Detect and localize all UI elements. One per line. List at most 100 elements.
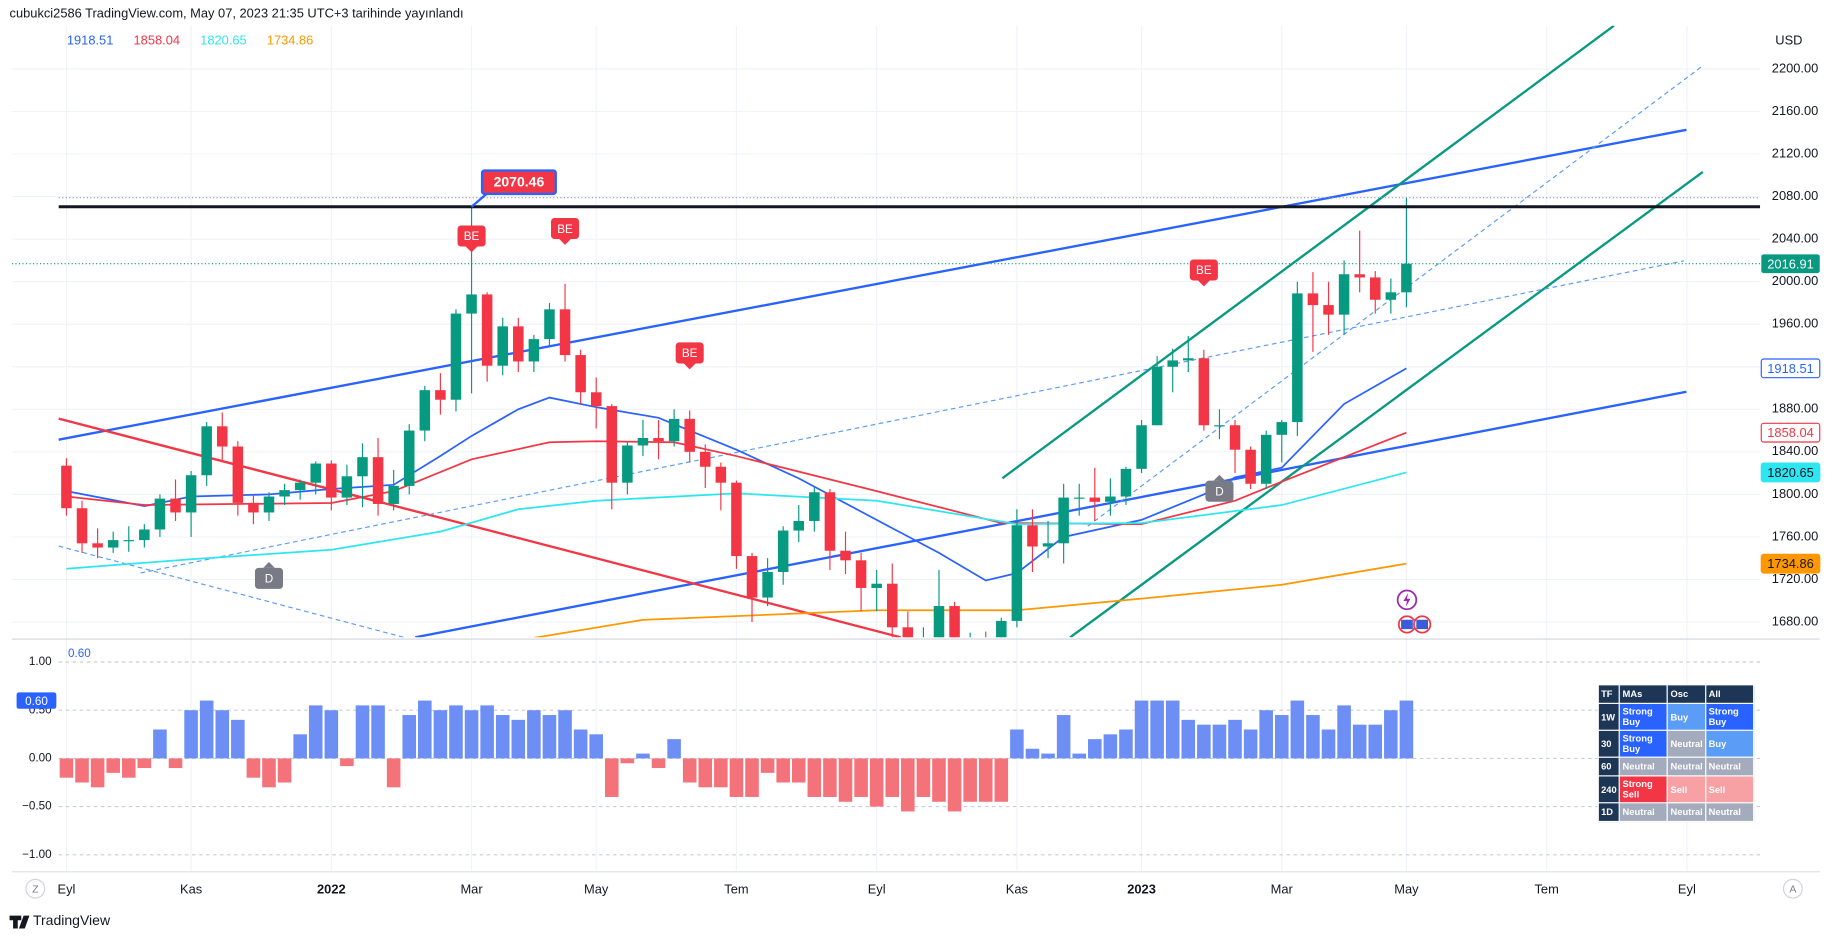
table-cell: Neutral <box>1667 756 1707 777</box>
rating-bar <box>1150 700 1164 759</box>
y-tick-label: 1680.00 <box>1772 613 1818 628</box>
rating-bar <box>791 758 806 783</box>
price-tag-label: 1820.65 <box>1767 465 1813 480</box>
price-tag <box>1760 462 1821 483</box>
legend-value: 1734.86 <box>267 32 313 47</box>
marker-pointer <box>559 239 571 245</box>
candle-body <box>559 309 571 356</box>
table-cell: Neutral <box>1667 729 1707 758</box>
x-tick-label: Tem <box>724 881 748 896</box>
price-tag-label: 1734.86 <box>1767 556 1813 571</box>
candle-body <box>263 496 275 513</box>
rating-bar <box>682 758 697 783</box>
table-cell: Neutral <box>1705 802 1755 823</box>
table-row: 1W Strong Buy Buy Strong Buy <box>1597 702 1755 731</box>
table-cell: 30 <box>1597 729 1621 758</box>
marker-label: BE <box>1196 264 1212 277</box>
price-pane <box>11 197 1761 638</box>
rating-bar <box>620 758 635 764</box>
y-tick-label: 1720.00 <box>1772 571 1818 586</box>
trend-line <box>1069 170 1704 638</box>
candle-body <box>1027 525 1038 547</box>
rating-bar <box>1072 753 1086 759</box>
rating-bar <box>963 758 977 802</box>
legend-value: 1858.04 <box>134 32 180 47</box>
candle-body <box>372 457 384 504</box>
rating-bar <box>511 719 526 759</box>
candle-body <box>777 530 789 573</box>
rating-bar <box>1274 715 1289 759</box>
candle-body <box>310 463 322 483</box>
trend-line <box>415 390 1687 638</box>
rating-bar <box>1368 724 1383 759</box>
candle-body <box>1385 292 1397 300</box>
y-tick-label: 2120.00 <box>1772 145 1818 160</box>
rating-bar <box>1212 724 1227 759</box>
signal-marker[interactable] <box>254 567 284 589</box>
rating-bar <box>1010 729 1024 759</box>
rating-bar <box>869 758 884 807</box>
control-label[interactable]: Z <box>32 884 39 896</box>
control-label[interactable]: A <box>1789 884 1796 896</box>
rating-bar <box>698 758 713 788</box>
table-cell: MAs <box>1619 684 1669 704</box>
candle-body <box>1151 366 1163 426</box>
table-row: 1D Neutral Neutral Neutral <box>1597 802 1755 823</box>
signal-marker[interactable] <box>551 217 580 240</box>
marker-label: BE <box>557 223 573 236</box>
indicator-legend-value: 0.60 <box>68 647 91 660</box>
candle-body <box>1198 358 1210 426</box>
y-tick-label: 1.00 <box>29 655 52 668</box>
rating-bar <box>90 758 105 788</box>
rating-bar <box>854 758 868 797</box>
candle-body <box>1089 497 1101 502</box>
table-row: 240 Strong Sell Sell Sell <box>1597 775 1755 804</box>
rating-bar <box>137 758 152 769</box>
price-tag-label: 1858.04 <box>1767 425 1813 440</box>
y-tick-label: 1800.00 <box>1772 486 1818 501</box>
marker-pointer <box>1198 280 1210 287</box>
axis-unit: USD <box>1775 32 1802 47</box>
table-cell: TF <box>1597 684 1621 704</box>
rating-bar <box>932 758 946 802</box>
y-tick-label: −1.00 <box>22 848 52 861</box>
zoom-control[interactable] <box>25 878 46 899</box>
signal-marker[interactable] <box>1205 480 1234 502</box>
rating-bar <box>1399 700 1414 759</box>
rating-bar <box>838 758 853 802</box>
zoom-control[interactable] <box>1782 878 1803 899</box>
candle-body <box>668 418 680 442</box>
table-cell: 1D <box>1597 802 1621 823</box>
rating-bar <box>714 758 728 788</box>
candle-body <box>793 520 805 531</box>
rating-bar <box>1384 710 1398 759</box>
candle-body <box>450 313 462 400</box>
signal-marker[interactable] <box>1189 259 1218 281</box>
table-cell: 240 <box>1597 775 1621 804</box>
signal-marker[interactable] <box>675 342 704 364</box>
rating-bar <box>1134 700 1149 759</box>
x-tick-label: 2023 <box>1127 881 1156 896</box>
candle-body <box>1214 425 1225 427</box>
candle-body <box>590 392 602 407</box>
rating-bar <box>1243 729 1258 759</box>
signal-marker[interactable] <box>457 225 486 247</box>
callout-box <box>480 169 557 196</box>
rating-bar <box>636 753 650 759</box>
candle-body <box>746 556 758 598</box>
rating-bar <box>745 758 759 797</box>
candle-body <box>154 498 166 530</box>
rating-bar <box>340 758 354 767</box>
table-cell: Neutral <box>1667 802 1707 823</box>
candle-body <box>637 438 649 446</box>
candle-body <box>996 620 1007 638</box>
rating-bar <box>246 758 261 778</box>
rating-bar <box>464 710 479 759</box>
candle-body <box>1338 274 1350 315</box>
candle-body <box>871 583 882 588</box>
last-price-tag <box>1761 254 1820 274</box>
rating-bar <box>324 710 339 759</box>
candle-body <box>933 606 945 638</box>
candle-body <box>1245 449 1256 484</box>
rating-bar <box>1165 700 1180 759</box>
